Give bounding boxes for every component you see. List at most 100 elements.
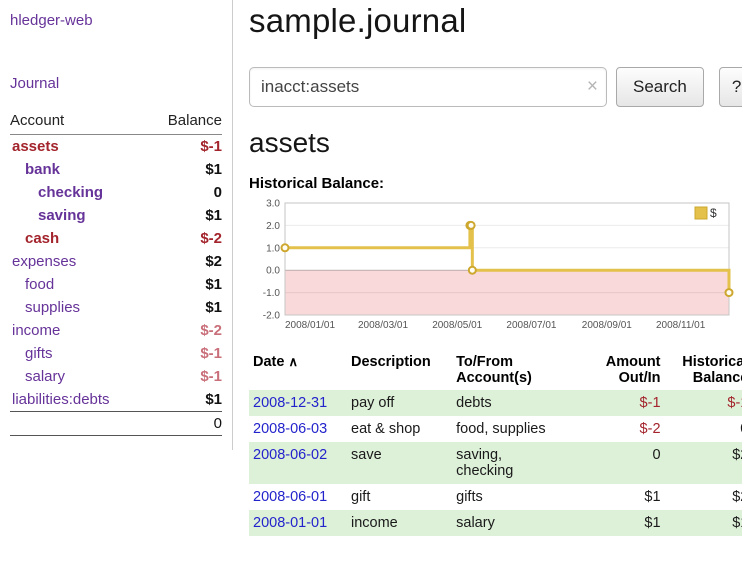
search-input[interactable] xyxy=(249,67,607,107)
account-row: gifts $-1 xyxy=(10,342,222,365)
svg-text:$: $ xyxy=(710,206,717,220)
search-button[interactable]: Search xyxy=(616,67,704,107)
clear-search-icon[interactable]: × xyxy=(586,76,598,98)
transactions-header-row: Date ∧ Description To/From Account(s) Amo… xyxy=(249,352,742,390)
col-header-description: Description xyxy=(351,354,431,370)
account-link[interactable]: checking xyxy=(38,184,104,201)
account-name-cell: income xyxy=(10,319,147,342)
transaction-balance: 0 xyxy=(667,416,742,442)
svg-text:2008/03/01: 2008/03/01 xyxy=(358,320,408,331)
account-link[interactable]: supplies xyxy=(25,299,81,316)
account-name-cell: assets xyxy=(10,135,147,159)
account-link[interactable]: liabilities:debts xyxy=(12,391,110,408)
svg-text:-2.0: -2.0 xyxy=(263,311,281,322)
accounts-header-account: Account xyxy=(10,112,148,135)
col-header-date-label: Date xyxy=(253,354,285,370)
account-name-cell: expenses xyxy=(10,250,147,273)
transaction-date-cell: 2008-01-01 xyxy=(249,510,347,536)
search-box: × xyxy=(249,67,607,107)
accounts-header-row: Account Balance xyxy=(10,112,222,135)
transaction-description: pay off xyxy=(351,395,395,411)
transaction-description: income xyxy=(351,515,398,531)
transaction-amount: $-1 xyxy=(639,395,661,411)
account-row: cash $-2 xyxy=(10,227,222,250)
transaction-row: 2008-12-31 pay off debts $-1 $-1 xyxy=(249,390,742,416)
account-row: supplies $1 xyxy=(10,296,222,319)
account-link[interactable]: saving xyxy=(38,207,86,224)
transaction-amount: $-2 xyxy=(639,421,661,437)
col-header-date[interactable]: Date ∧ xyxy=(249,352,347,390)
main-content: sample.journal × Search ? assets Histori… xyxy=(233,0,742,536)
sidebar: hledger-web Journal Account Balance asse… xyxy=(0,0,233,450)
account-balance: 0 xyxy=(213,184,222,201)
transaction-date-link[interactable]: 2008-12-31 xyxy=(253,395,328,411)
account-link[interactable]: salary xyxy=(25,368,66,385)
help-button[interactable]: ? xyxy=(718,67,742,107)
transaction-date-link[interactable]: 2008-01-01 xyxy=(253,515,328,531)
account-link[interactable]: gifts xyxy=(25,345,53,362)
account-balance: $-1 xyxy=(200,138,222,155)
account-balance: $1 xyxy=(205,161,222,178)
account-balance: $1 xyxy=(205,391,222,408)
account-balance: $-2 xyxy=(200,230,222,247)
account-link[interactable]: assets xyxy=(12,138,59,155)
hledger-web-app: hledger-web Journal Account Balance asse… xyxy=(0,0,742,536)
account-name-cell: gifts xyxy=(10,342,147,365)
account-name-cell: bank xyxy=(10,158,147,181)
app-title-link[interactable]: hledger-web xyxy=(10,12,93,29)
transactions-table: Date ∧ Description To/From Account(s) Amo… xyxy=(249,352,742,536)
transaction-accounts: debts xyxy=(456,395,492,411)
transaction-accounts: food, supplies xyxy=(456,421,546,437)
svg-text:2008/01/01: 2008/01/01 xyxy=(285,320,335,331)
account-name-cell: salary xyxy=(10,365,147,388)
col-header-balance: Historical Balance xyxy=(682,354,742,386)
account-balance: $-2 xyxy=(200,322,222,339)
transaction-description: save xyxy=(351,447,382,463)
search-bar: × Search ? xyxy=(249,67,742,107)
accounts-total-balance: 0 xyxy=(147,411,222,436)
account-link[interactable]: cash xyxy=(25,230,60,247)
transaction-balance: $2 xyxy=(732,447,742,463)
transaction-description: eat & shop xyxy=(351,421,421,437)
account-link[interactable]: income xyxy=(12,322,61,339)
transaction-accounts: salary xyxy=(456,515,495,531)
transaction-description: gift xyxy=(351,489,371,505)
col-header-amount: Amount Out/In xyxy=(605,354,661,386)
transaction-amount: $1 xyxy=(644,489,661,505)
account-row: bank $1 xyxy=(10,158,222,181)
account-heading: assets xyxy=(249,127,330,158)
account-row: liabilities:debts $1 xyxy=(10,388,222,412)
svg-text:1.0: 1.0 xyxy=(266,243,280,254)
transaction-date-link[interactable]: 2008-06-02 xyxy=(253,447,328,463)
account-balance: $2 xyxy=(205,253,222,270)
account-row: food $1 xyxy=(10,273,222,296)
transaction-date-link[interactable]: 2008-06-01 xyxy=(253,489,328,505)
account-name-cell: supplies xyxy=(10,296,147,319)
account-row: income $-2 xyxy=(10,319,222,342)
transaction-row: 2008-06-02 save saving, checking 0 $2 xyxy=(249,442,742,484)
account-balance: $-1 xyxy=(200,368,222,385)
svg-text:-1.0: -1.0 xyxy=(263,288,281,299)
transaction-balance: $-1 xyxy=(727,395,742,411)
transaction-accounts: saving, checking xyxy=(456,447,514,479)
account-link[interactable]: bank xyxy=(25,161,61,178)
transaction-date-cell: 2008-12-31 xyxy=(249,390,347,416)
account-link[interactable]: food xyxy=(25,276,55,293)
transaction-row: 2008-01-01 income salary $1 $1 xyxy=(249,510,742,536)
transaction-amount: $1 xyxy=(644,515,661,531)
svg-text:2008/09/01: 2008/09/01 xyxy=(582,320,632,331)
accounts-table-body: assets $-1 bank $1 checking 0 saving $1 cash $-2 e… xyxy=(10,135,222,412)
account-link[interactable]: expenses xyxy=(12,253,77,270)
svg-text:3.0: 3.0 xyxy=(266,199,280,210)
account-row: saving $1 xyxy=(10,204,222,227)
svg-text:2008/07/01: 2008/07/01 xyxy=(506,320,556,331)
transaction-amount: 0 xyxy=(652,447,661,463)
accounts-total-row: 0 xyxy=(10,411,222,436)
account-balance: $1 xyxy=(205,207,222,224)
account-name-cell: food xyxy=(10,273,147,296)
svg-text:2008/05/01: 2008/05/01 xyxy=(432,320,482,331)
account-name-cell: saving xyxy=(10,204,147,227)
sidebar-item-journal[interactable]: Journal xyxy=(10,75,60,92)
transaction-date-link[interactable]: 2008-06-03 xyxy=(253,421,328,437)
account-balance: $-1 xyxy=(200,345,222,362)
